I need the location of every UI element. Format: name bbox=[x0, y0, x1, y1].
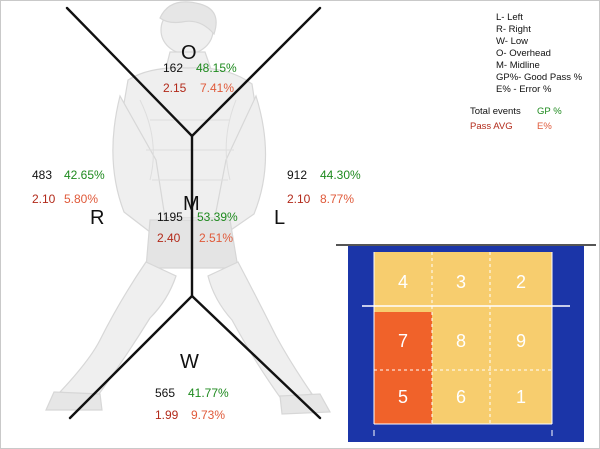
court-zone-number: 9 bbox=[515, 330, 526, 351]
court-zone-5: 5 bbox=[374, 370, 432, 424]
court-zone-number: 4 bbox=[397, 271, 408, 292]
zone-label-midline: M bbox=[183, 193, 200, 215]
court-divider-lines bbox=[362, 252, 570, 436]
error-pct-right: 5.80% bbox=[64, 192, 99, 206]
pass-avg-right: 2.10 bbox=[32, 192, 56, 206]
zone-label-right: R bbox=[90, 207, 105, 229]
court-zone-9: 9 bbox=[490, 312, 552, 370]
legend-item: W- Low bbox=[496, 36, 529, 47]
count-right: 483 bbox=[32, 168, 53, 182]
key-e-pct: E% bbox=[537, 121, 552, 132]
line-upper-left bbox=[65, 6, 194, 138]
good-pass-pct-right: 42.65% bbox=[64, 168, 105, 182]
line-upper-right bbox=[190, 6, 322, 138]
count-midline: 1195 bbox=[157, 210, 183, 224]
volleyball-court: 4 3 2 7 8 9 5 6 1 bbox=[336, 244, 596, 442]
court-zone-number: 3 bbox=[455, 271, 466, 292]
key-total-events: Total events bbox=[470, 106, 521, 117]
court-zone-8: 8 bbox=[432, 312, 490, 370]
key-gp-pct: GP % bbox=[537, 106, 562, 117]
count-overhead: 162 bbox=[163, 61, 184, 75]
key-pass-avg: Pass AVG bbox=[470, 121, 513, 132]
zone-label-low: W bbox=[180, 351, 199, 373]
pass-avg-overhead: 2.15 bbox=[163, 81, 187, 95]
court-zone-number: 2 bbox=[515, 271, 526, 292]
court-zone-7: 7 bbox=[374, 312, 432, 370]
legend: L- Left R- Right W- Low O- Overhead M- M… bbox=[496, 12, 582, 96]
good-pass-pct-left: 44.30% bbox=[320, 168, 361, 182]
legend-item: GP%- Good Pass % bbox=[496, 72, 583, 83]
legend-item: O- Overhead bbox=[496, 48, 551, 59]
court-zone-2: 2 bbox=[490, 252, 552, 312]
good-pass-pct-midline: 53.39% bbox=[197, 210, 238, 224]
court-zone-number: 6 bbox=[455, 386, 466, 407]
pass-avg-low: 1.99 bbox=[155, 408, 179, 422]
line-lower-left bbox=[68, 294, 194, 420]
line-lower-right bbox=[190, 294, 322, 420]
error-pct-low: 9.73% bbox=[191, 408, 226, 422]
court-zone-number: 8 bbox=[455, 330, 466, 351]
good-pass-pct-overhead: 48.15% bbox=[196, 61, 237, 75]
error-pct-overhead: 7.41% bbox=[200, 81, 235, 95]
error-pct-midline: 2.51% bbox=[199, 231, 234, 245]
court-end-line bbox=[336, 244, 596, 246]
legend-item: M- Midline bbox=[496, 60, 540, 71]
count-left: 912 bbox=[287, 168, 308, 182]
pass-avg-left: 2.10 bbox=[287, 192, 311, 206]
good-pass-pct-low: 41.77% bbox=[188, 386, 229, 400]
zone-label-overhead: O bbox=[181, 42, 197, 64]
legend-item: E% - Error % bbox=[496, 84, 552, 95]
pass-avg-midline: 2.40 bbox=[157, 231, 181, 245]
legend-item: L- Left bbox=[496, 12, 523, 23]
legend-item: R- Right bbox=[496, 24, 531, 35]
court-zone-number: 5 bbox=[397, 386, 408, 407]
court-zone-6: 6 bbox=[432, 370, 490, 424]
court-zone-4: 4 bbox=[374, 252, 432, 312]
court-zone-number: 1 bbox=[515, 386, 526, 407]
zone-label-left: L bbox=[274, 207, 286, 229]
count-low: 565 bbox=[155, 386, 176, 400]
court-zone-number: 7 bbox=[397, 330, 408, 351]
court-zone-1: 1 bbox=[490, 370, 552, 424]
error-pct-left: 8.77% bbox=[320, 192, 355, 206]
court-zone-3: 3 bbox=[432, 252, 490, 312]
